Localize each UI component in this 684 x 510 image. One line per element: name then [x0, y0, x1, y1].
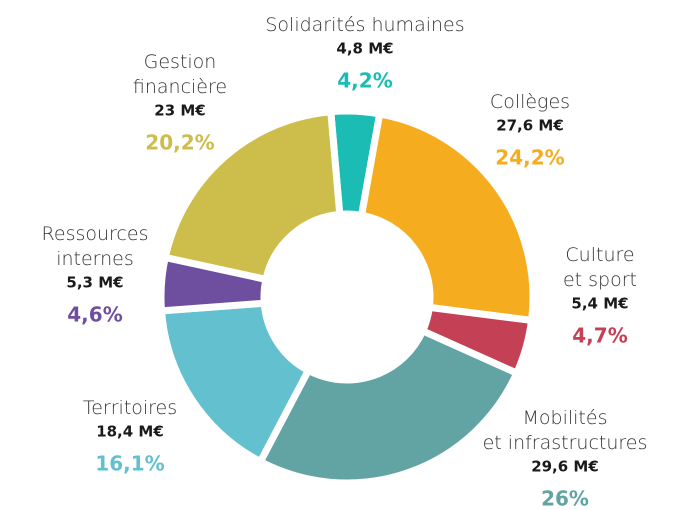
category-line: Mobilités — [523, 407, 608, 429]
category-line: Ressources — [42, 223, 149, 245]
value-label: 16,1% — [95, 452, 164, 476]
slice — [157, 299, 314, 467]
category-line: Gestion — [144, 51, 217, 73]
category-label: Solidarités humaines — [265, 14, 464, 36]
category-label: Ressources internes — [42, 223, 149, 270]
slice — [161, 107, 344, 284]
amount-label: 4,8 M€ — [336, 40, 393, 58]
category-line: financière — [133, 76, 227, 98]
amount-label: 29,6 M€ — [531, 458, 599, 476]
value-label: 4,2% — [337, 69, 392, 93]
category-label: Mobilités et infrastructures — [483, 407, 648, 454]
category-line: Solidarités humaines — [265, 14, 464, 36]
category-label: Culture et sport — [563, 244, 637, 291]
category-line: internes — [56, 248, 134, 270]
category-line: et sport — [563, 269, 637, 291]
category-label: Collèges — [490, 91, 570, 113]
amount-label: 5,4 M€ — [571, 295, 628, 313]
category-line: Collèges — [490, 91, 570, 113]
amount-label: 27,6 M€ — [496, 117, 564, 135]
category-line: Culture — [565, 244, 634, 266]
category-label: Territoires — [83, 397, 177, 419]
value-label: 4,6% — [67, 303, 122, 327]
slice — [255, 326, 522, 487]
category-label: Gestion financière — [133, 51, 227, 98]
value-label: 26% — [541, 487, 589, 510]
value-label: 4,7% — [572, 324, 627, 348]
amount-label: 5,3 M€ — [66, 274, 123, 292]
value-label: 24,2% — [495, 146, 564, 170]
slice — [357, 109, 537, 325]
amount-label: 23 M€ — [154, 102, 205, 120]
amount-label: 18,4 M€ — [96, 423, 164, 441]
category-line: Territoires — [83, 397, 177, 419]
category-line: et infrastructures — [483, 432, 648, 454]
value-label: 20,2% — [145, 131, 214, 155]
